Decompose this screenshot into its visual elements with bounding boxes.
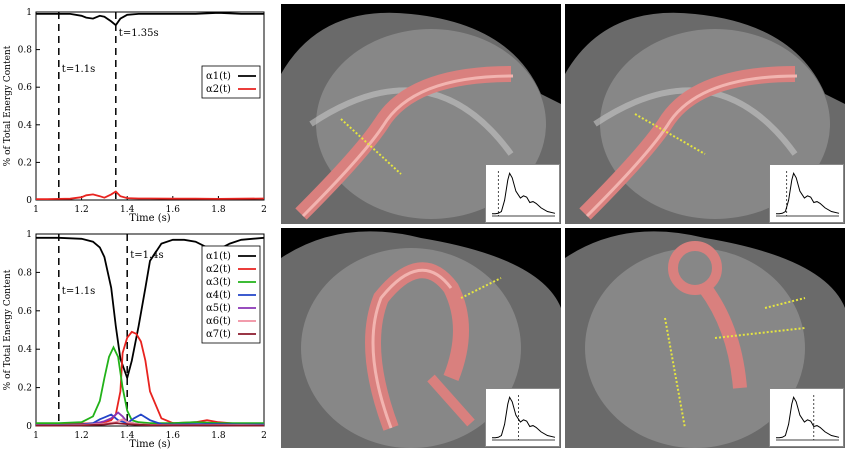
y-tick-label: 0 bbox=[26, 422, 32, 432]
y-tick-label: 0.2 bbox=[18, 158, 32, 168]
series-line bbox=[36, 413, 264, 426]
series-line bbox=[36, 190, 265, 200]
x-tick-label: 2 bbox=[261, 431, 267, 441]
legend-entry-label: α5(t) bbox=[206, 303, 231, 314]
x-tick-label: 1 bbox=[33, 431, 39, 441]
x-axis-label: Time (s) bbox=[129, 439, 170, 450]
x-tick-label: 1.4 bbox=[120, 205, 135, 215]
x-tick-label: 1 bbox=[33, 205, 39, 215]
y-tick-label: 0.4 bbox=[18, 121, 33, 131]
inset-line bbox=[776, 396, 840, 439]
y-tick-label: 0.8 bbox=[18, 46, 33, 56]
legend-entry-label: α4(t) bbox=[206, 290, 231, 301]
x-tick-label: 1.8 bbox=[211, 205, 226, 215]
vessel-render-4 bbox=[565, 231, 845, 448]
y-tick-label: 0.6 bbox=[18, 83, 33, 93]
annotation-label: t=1.1s bbox=[62, 286, 95, 297]
x-axis-label: Time (s) bbox=[129, 213, 170, 224]
legend-entry-label: α7(t) bbox=[206, 329, 231, 340]
annotation-label: t=1.1s bbox=[62, 64, 95, 75]
flow-render-panel-4 bbox=[565, 228, 845, 448]
y-tick-label: 0.4 bbox=[18, 345, 33, 355]
series-line bbox=[36, 330, 264, 425]
x-tick-label: 1.4 bbox=[120, 431, 135, 441]
y-tick-label: 0.2 bbox=[18, 384, 32, 394]
x-tick-label: 1.2 bbox=[74, 205, 88, 215]
inset-plot-1 bbox=[485, 164, 560, 223]
legend-box bbox=[201, 65, 261, 99]
inset-line bbox=[492, 396, 556, 439]
energy-chart-bottom: 1 1.2 1.4 1.6 1.8 2 0 0.2 0.4 0.6 0.8 1 Time (s) % of… bbox=[3, 230, 267, 450]
legend-entry-label: α2(t) bbox=[206, 84, 231, 95]
legend-entry-label: α3(t) bbox=[206, 277, 231, 288]
inset-line bbox=[776, 172, 840, 215]
x-tick-label: 1.2 bbox=[74, 431, 88, 441]
annotation-label: t=1.4s bbox=[130, 250, 163, 261]
series-line bbox=[36, 345, 264, 424]
flow-render-panel-2 bbox=[565, 4, 845, 224]
flow-render-panel-3 bbox=[281, 228, 561, 448]
x-tick-label: 1.6 bbox=[166, 431, 181, 441]
x-tick-label: 1.8 bbox=[211, 431, 226, 441]
y-tick-label: 0.6 bbox=[18, 307, 33, 317]
flow-render-panel-1 bbox=[281, 4, 561, 224]
legend-entry-label: α2(t) bbox=[206, 264, 231, 275]
y-tick-label: 1 bbox=[26, 8, 32, 18]
energy-chart-top: 1 1.2 1.4 1.6 1.8 2 0 0.2 0.4 0.6 0.8 1 Time (s) % of… bbox=[3, 8, 267, 224]
legend-entry-label: α1(t) bbox=[206, 71, 231, 82]
inset-plot-4 bbox=[769, 388, 844, 447]
y-tick-label: 1 bbox=[26, 230, 32, 240]
y-axis-label: % of Total Energy Content bbox=[3, 45, 13, 166]
legend-entry-label: α1(t) bbox=[206, 251, 231, 262]
legend-entry-label: α6(t) bbox=[206, 316, 231, 327]
y-tick-label: 0.8 bbox=[18, 268, 33, 278]
y-axis-label: % of Total Energy Content bbox=[3, 269, 13, 390]
series-line bbox=[36, 422, 264, 427]
inset-line bbox=[492, 172, 556, 215]
inset-plot-2 bbox=[769, 164, 844, 223]
series-line bbox=[36, 11, 264, 27]
x-tick-label: 2 bbox=[261, 205, 267, 215]
x-tick-label: 1.6 bbox=[166, 205, 181, 215]
inset-plot-3 bbox=[485, 388, 560, 447]
plot-frame bbox=[35, 11, 265, 201]
y-tick-label: 0 bbox=[26, 196, 32, 206]
annotation-label: t=1.35s bbox=[119, 28, 159, 39]
